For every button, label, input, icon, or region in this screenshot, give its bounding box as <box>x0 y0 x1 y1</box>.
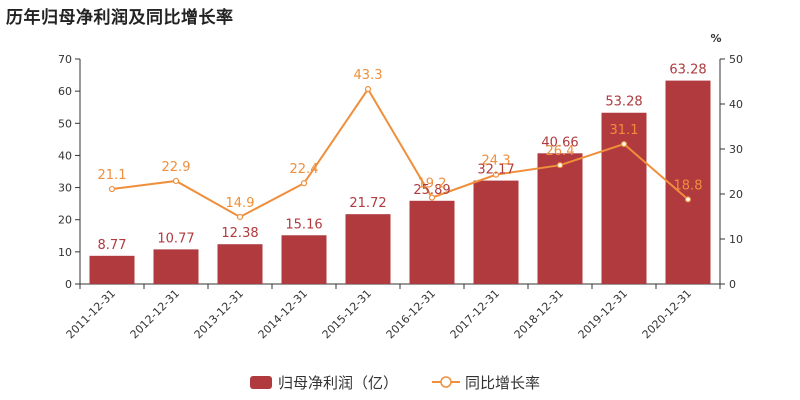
left-y-tick-label: 70 <box>58 53 72 66</box>
growth-rate-point <box>364 86 372 93</box>
growth-rate-label: 18.8 <box>674 178 703 193</box>
x-tick-label: 2019-12-31 <box>576 287 630 341</box>
data-labels: 8.77 10.77 12.38 15.16 21.72 25.89 32.17 40.66 5… <box>98 63 707 253</box>
chart-title: 历年归母净利润及同比增长率 <box>6 8 234 28</box>
right-y-tick-label: 50 <box>729 53 743 66</box>
profit-bar-label: 32.17 <box>477 163 514 178</box>
growth-rate-label: 22.9 <box>162 160 191 175</box>
growth-rate-label: 19.2 <box>418 177 447 192</box>
profit-bar-label: 63.28 <box>669 63 706 78</box>
left-y-tick-label: 60 <box>58 85 72 98</box>
growth-rate-point <box>428 194 436 201</box>
profit-bar <box>217 244 263 284</box>
growth-rate-point <box>300 180 308 187</box>
profit-bar <box>345 214 391 284</box>
bars <box>89 80 711 284</box>
growth-rate-label: 26.4 <box>546 144 575 159</box>
growth-rate-point <box>556 162 564 169</box>
right-y-tick-label: 40 <box>729 98 743 111</box>
profit-bar-label: 53.28 <box>605 95 642 110</box>
profit-bar <box>153 249 199 284</box>
growth-rate-point <box>620 140 628 148</box>
left-y-tick-label: 20 <box>58 214 72 227</box>
growth-rate-label: 22.4 <box>290 162 319 177</box>
left-y-tick-label: 10 <box>58 246 72 259</box>
profit-bar <box>537 153 583 284</box>
right-y-tick-label: 10 <box>729 233 743 246</box>
profit-bar <box>473 180 519 284</box>
profit-bar <box>281 235 327 284</box>
growth-rate-label: 31.1 <box>610 123 639 138</box>
growth-rate-point <box>236 213 244 221</box>
x-tick-label: 2016-12-31 <box>384 287 438 341</box>
growth-rate-label: 21.1 <box>98 168 127 183</box>
left-y-tick-label: 50 <box>58 117 72 130</box>
profit-bar-label: 10.77 <box>157 231 194 246</box>
growth-line-layer <box>108 86 692 221</box>
x-tick-label: 2020-12-31 <box>640 287 694 341</box>
profit-bar <box>665 80 711 284</box>
x-tick-label: 2017-12-31 <box>448 287 502 341</box>
right-y-axis-unit: % <box>710 32 721 45</box>
growth-rate-label: 24.3 <box>482 154 511 169</box>
profit-bar-label: 12.38 <box>221 226 258 241</box>
profit-bar-label: 40.66 <box>541 135 578 150</box>
profit-bar-label: 21.72 <box>349 196 386 211</box>
profit-bar-label: 8.77 <box>98 238 127 253</box>
left-y-tick-label: 30 <box>58 182 72 195</box>
growth-rate-line <box>111 87 689 219</box>
legend-line-marker <box>440 376 452 388</box>
growth-rate-point <box>492 171 500 178</box>
legend-line-label: 同比增长率 <box>465 374 540 392</box>
legend-bar-label: 归母净利润（亿） <box>278 374 398 392</box>
profit-bar-label: 15.16 <box>285 217 322 232</box>
profit-bar <box>409 200 455 284</box>
profit-bar-label: 25.89 <box>413 183 450 198</box>
growth-rate-point <box>108 185 116 193</box>
right-y-tick-label: 20 <box>729 188 743 201</box>
growth-rate-point <box>172 177 180 185</box>
left-y-tick-label: 40 <box>58 149 72 162</box>
growth-rate-label: 43.3 <box>354 68 383 83</box>
legend: 归母净利润（亿） 同比增长率 <box>250 374 540 392</box>
x-tick-label: 2015-12-31 <box>320 287 374 341</box>
growth-rate-label: 14.9 <box>226 196 255 211</box>
right-y-tick-label: 0 <box>729 278 736 291</box>
x-tick-label: 2018-12-31 <box>512 287 566 341</box>
legend-bar-swatch <box>250 376 272 389</box>
growth-rate-point <box>684 196 692 203</box>
profit-bar <box>89 255 135 284</box>
left-y-tick-label: 0 <box>65 278 72 291</box>
x-tick-label: 2014-12-31 <box>256 287 310 341</box>
profit-bar <box>601 112 647 284</box>
x-tick-label: 2011-12-31 <box>64 287 118 341</box>
x-tick-label: 2013-12-31 <box>192 287 246 341</box>
right-y-tick-label: 30 <box>729 143 743 156</box>
x-tick-label: 2012-12-31 <box>128 287 182 341</box>
